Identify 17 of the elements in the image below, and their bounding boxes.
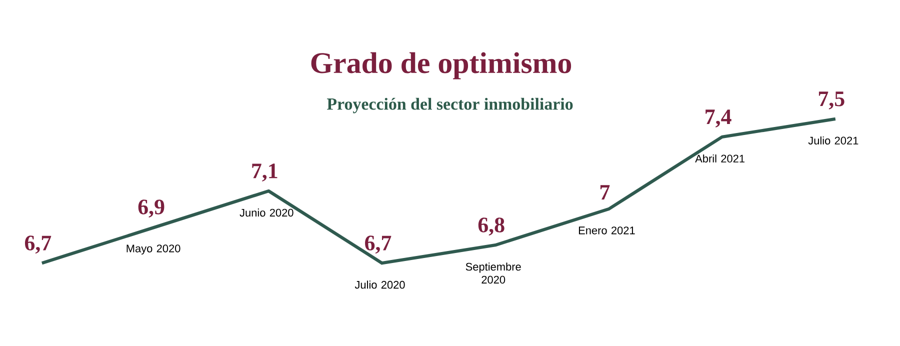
data-label: 7,4	[706, 110, 732, 128]
chart-title: Grado de optimismo	[311, 52, 572, 80]
x-tick-label: Junio 2020	[240, 208, 294, 217]
data-label: 6,9	[138, 200, 164, 218]
chart-subtitle: Proyección del sector inmobiliario	[326, 98, 573, 114]
x-tick-label: Abril 2021	[695, 154, 744, 163]
x-tick-label: Septiembre 2020	[466, 262, 521, 284]
data-label: 6,8	[478, 218, 504, 236]
data-label: 6,7	[365, 236, 392, 254]
x-tick-label: Julio 2021	[808, 136, 858, 145]
data-label: 7	[600, 185, 610, 200]
x-tick-label: Enero 2021	[578, 226, 635, 234]
data-label: 7,1	[252, 164, 278, 182]
x-tick-label: Mayo 2020	[126, 244, 180, 254]
x-tick-label: Julio 2020	[354, 280, 405, 289]
data-label: 6,7	[24, 236, 52, 254]
data-label: 7,5	[818, 92, 844, 110]
